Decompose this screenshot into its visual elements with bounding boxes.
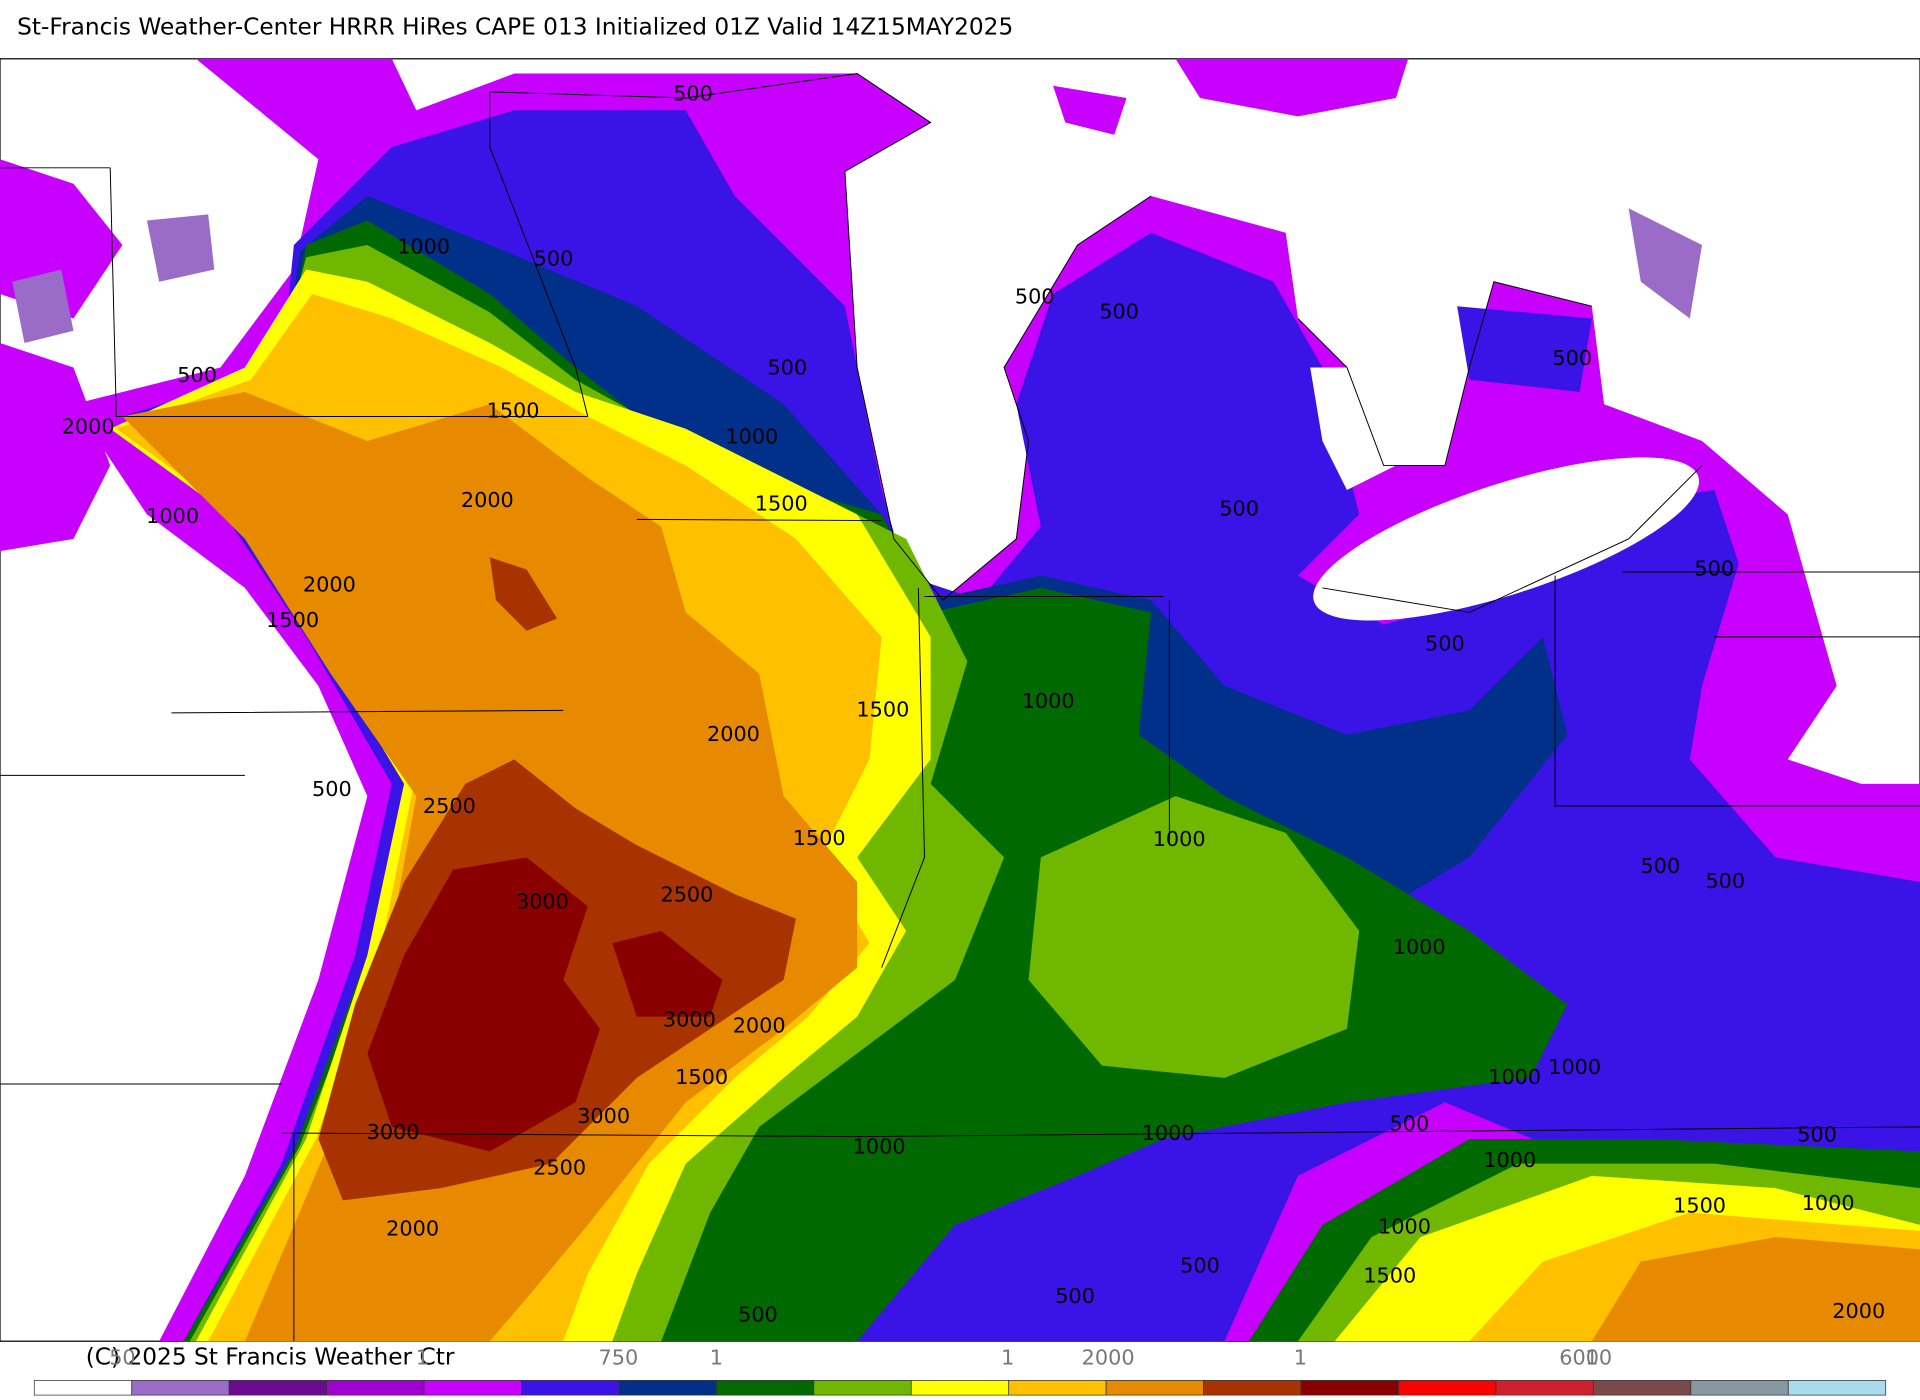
colorbar-swatch (1105, 1380, 1204, 1396)
contour-label: 1000 (1022, 689, 1075, 713)
contour-label: 1000 (1802, 1191, 1855, 1215)
contour-label: 2000 (303, 572, 356, 596)
contour-label: 1500 (755, 492, 808, 516)
contour-label: 1500 (1673, 1193, 1726, 1217)
colorbar-label: 50 (109, 1345, 135, 1369)
contour-label: 1000 (1548, 1055, 1601, 1079)
region-darkred (367, 857, 723, 1152)
contour-label: 1000 (1378, 1214, 1431, 1238)
contour-label: 1000 (1483, 1148, 1536, 1172)
colorbar-label: 6000 (1559, 1345, 1612, 1369)
region-lavender (12, 208, 1703, 343)
colorbar-swatch (1593, 1380, 1692, 1396)
copyright: (C) 2025 St Francis Weather Ctr (86, 1343, 455, 1370)
colorbar-label: 1 (416, 1345, 429, 1369)
contour-label: 1000 (1142, 1121, 1195, 1145)
contour-label: 1500 (266, 608, 319, 632)
contour-label: 2000 (733, 1013, 786, 1037)
contour-label: 500 (738, 1302, 778, 1326)
colorbar-swatch (813, 1380, 912, 1396)
contour-label: 3000 (367, 1120, 420, 1144)
contour-label: 500 (673, 81, 713, 105)
colorbar-swatch (1787, 1380, 1887, 1396)
colorbar-swatch (228, 1380, 327, 1396)
contour-label: 1000 (1393, 935, 1446, 959)
contour-label: 500 (312, 777, 352, 801)
colorbar-swatch (1398, 1380, 1497, 1396)
contour-label: 1500 (1363, 1263, 1416, 1287)
colorbar-swatch (618, 1380, 717, 1396)
colorbar-label: 750 (599, 1345, 639, 1369)
colorbar-swatch (910, 1380, 1010, 1396)
colorbar-swatch (1300, 1380, 1399, 1396)
contour-label: 500 (767, 356, 807, 380)
colorbar-label: 1 (1001, 1345, 1014, 1369)
colorbar-label: 1 (1585, 1345, 1598, 1369)
contour-label: 500 (1219, 497, 1259, 521)
contour-label: 500 (1705, 869, 1745, 893)
lake-huron (1310, 367, 1396, 490)
region-magenta (0, 58, 1409, 552)
contour-label: 1000 (725, 424, 778, 448)
contour-label: 1000 (146, 504, 199, 528)
colorbar-swatch (326, 1380, 425, 1396)
contour-label: 500 (177, 363, 217, 387)
contour-label: 500 (1099, 299, 1139, 323)
colorbar-swatch (1690, 1380, 1789, 1396)
contour-label: 2500 (660, 882, 713, 906)
contour-label: 1000 (397, 234, 450, 258)
region-orange-se (1591, 1237, 1920, 1342)
region-darkblue (281, 195, 1568, 956)
contour-label: 500 (1552, 346, 1592, 370)
contour-label: 1500 (793, 826, 846, 850)
colorbar-swatch (1203, 1380, 1302, 1396)
contour-label: 1000 (1488, 1065, 1541, 1089)
colorbar-label: 2000 (1082, 1345, 1135, 1369)
contour-label: 500 (1055, 1284, 1095, 1308)
cape-map: 500 1000 500 500 500 500 500 2000 1500 500 1000 200… (0, 58, 1920, 1342)
contour-label: 2000 (1832, 1299, 1885, 1323)
contour-label: 1500 (675, 1065, 728, 1089)
contour-label: 500 (1425, 631, 1465, 655)
contour-label: 3000 (516, 890, 569, 914)
colorbar-swatch (131, 1380, 230, 1396)
contour-label: 1500 (487, 399, 540, 423)
colorbar-swatch (423, 1380, 522, 1396)
contour-label: 2000 (707, 722, 760, 746)
contour-label: 2000 (461, 488, 514, 512)
contour-label: 2500 (533, 1156, 586, 1180)
contour-label: 500 (1015, 285, 1055, 309)
title: St-Francis Weather-Center HRRR HiRes CAP… (17, 13, 1013, 40)
colorbar-swatch (1008, 1380, 1107, 1396)
contour-label: 2500 (423, 794, 476, 818)
contour-label: 1000 (1153, 827, 1206, 851)
contour-label: 1000 (853, 1135, 906, 1159)
colorbar-swatch (521, 1380, 620, 1396)
contour-label: 1500 (856, 697, 909, 721)
borders (0, 72, 1920, 1342)
contour-label: 2000 (62, 414, 115, 438)
contour-label: 500 (1390, 1111, 1430, 1135)
contour-label: 500 (1641, 854, 1681, 878)
contour-label: 2000 (386, 1217, 439, 1241)
colorbar-swatch (1495, 1380, 1594, 1396)
colorbar-label: 1 (1294, 1345, 1307, 1369)
contour-label: 500 (534, 247, 574, 271)
colorbar-label: 1 (710, 1345, 723, 1369)
contour-label: 500 (1797, 1122, 1837, 1146)
lake-erie (1313, 457, 1700, 621)
contour-label: 3000 (663, 1007, 716, 1031)
colorbar-swatch (716, 1380, 815, 1396)
contour-label: 500 (1180, 1253, 1220, 1277)
contour-label: 500 (1694, 557, 1734, 581)
contour-label: 3000 (577, 1104, 630, 1128)
colorbar-swatch (33, 1380, 133, 1396)
